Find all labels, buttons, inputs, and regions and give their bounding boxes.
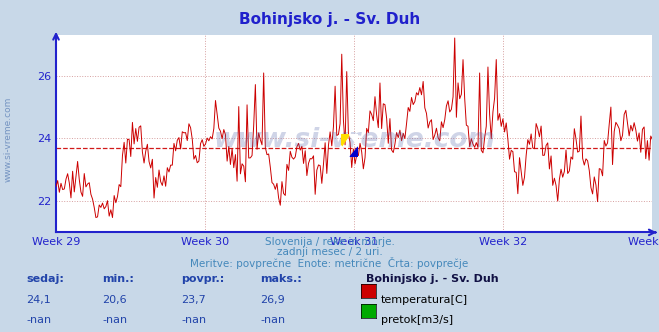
Text: povpr.:: povpr.:	[181, 274, 225, 284]
Text: maks.:: maks.:	[260, 274, 302, 284]
Text: -nan: -nan	[102, 315, 127, 325]
Text: Bohinjsko j. - Sv. Duh: Bohinjsko j. - Sv. Duh	[239, 12, 420, 27]
Text: 20,6: 20,6	[102, 295, 127, 305]
Text: -nan: -nan	[260, 315, 285, 325]
Polygon shape	[349, 146, 358, 157]
Text: www.si-vreme.com: www.si-vreme.com	[3, 97, 13, 182]
Text: sedaj:: sedaj:	[26, 274, 64, 284]
Text: min.:: min.:	[102, 274, 134, 284]
Text: 26,9: 26,9	[260, 295, 285, 305]
Text: pretok[m3/s]: pretok[m3/s]	[381, 315, 453, 325]
Text: -nan: -nan	[181, 315, 206, 325]
Text: -nan: -nan	[26, 315, 51, 325]
Text: 23,7: 23,7	[181, 295, 206, 305]
Polygon shape	[341, 134, 349, 146]
Text: Slovenija / reke in morje.: Slovenija / reke in morje.	[264, 237, 395, 247]
Polygon shape	[349, 134, 358, 146]
Text: zadnji mesec / 2 uri.: zadnji mesec / 2 uri.	[277, 247, 382, 257]
Text: 24,1: 24,1	[26, 295, 51, 305]
Polygon shape	[341, 146, 349, 157]
Text: www.si-vreme.com: www.si-vreme.com	[214, 126, 495, 153]
Text: Meritve: povprečne  Enote: metrične  Črta: povprečje: Meritve: povprečne Enote: metrične Črta:…	[190, 257, 469, 269]
Text: Bohinjsko j. - Sv. Duh: Bohinjsko j. - Sv. Duh	[366, 274, 498, 284]
Text: temperatura[C]: temperatura[C]	[381, 295, 468, 305]
